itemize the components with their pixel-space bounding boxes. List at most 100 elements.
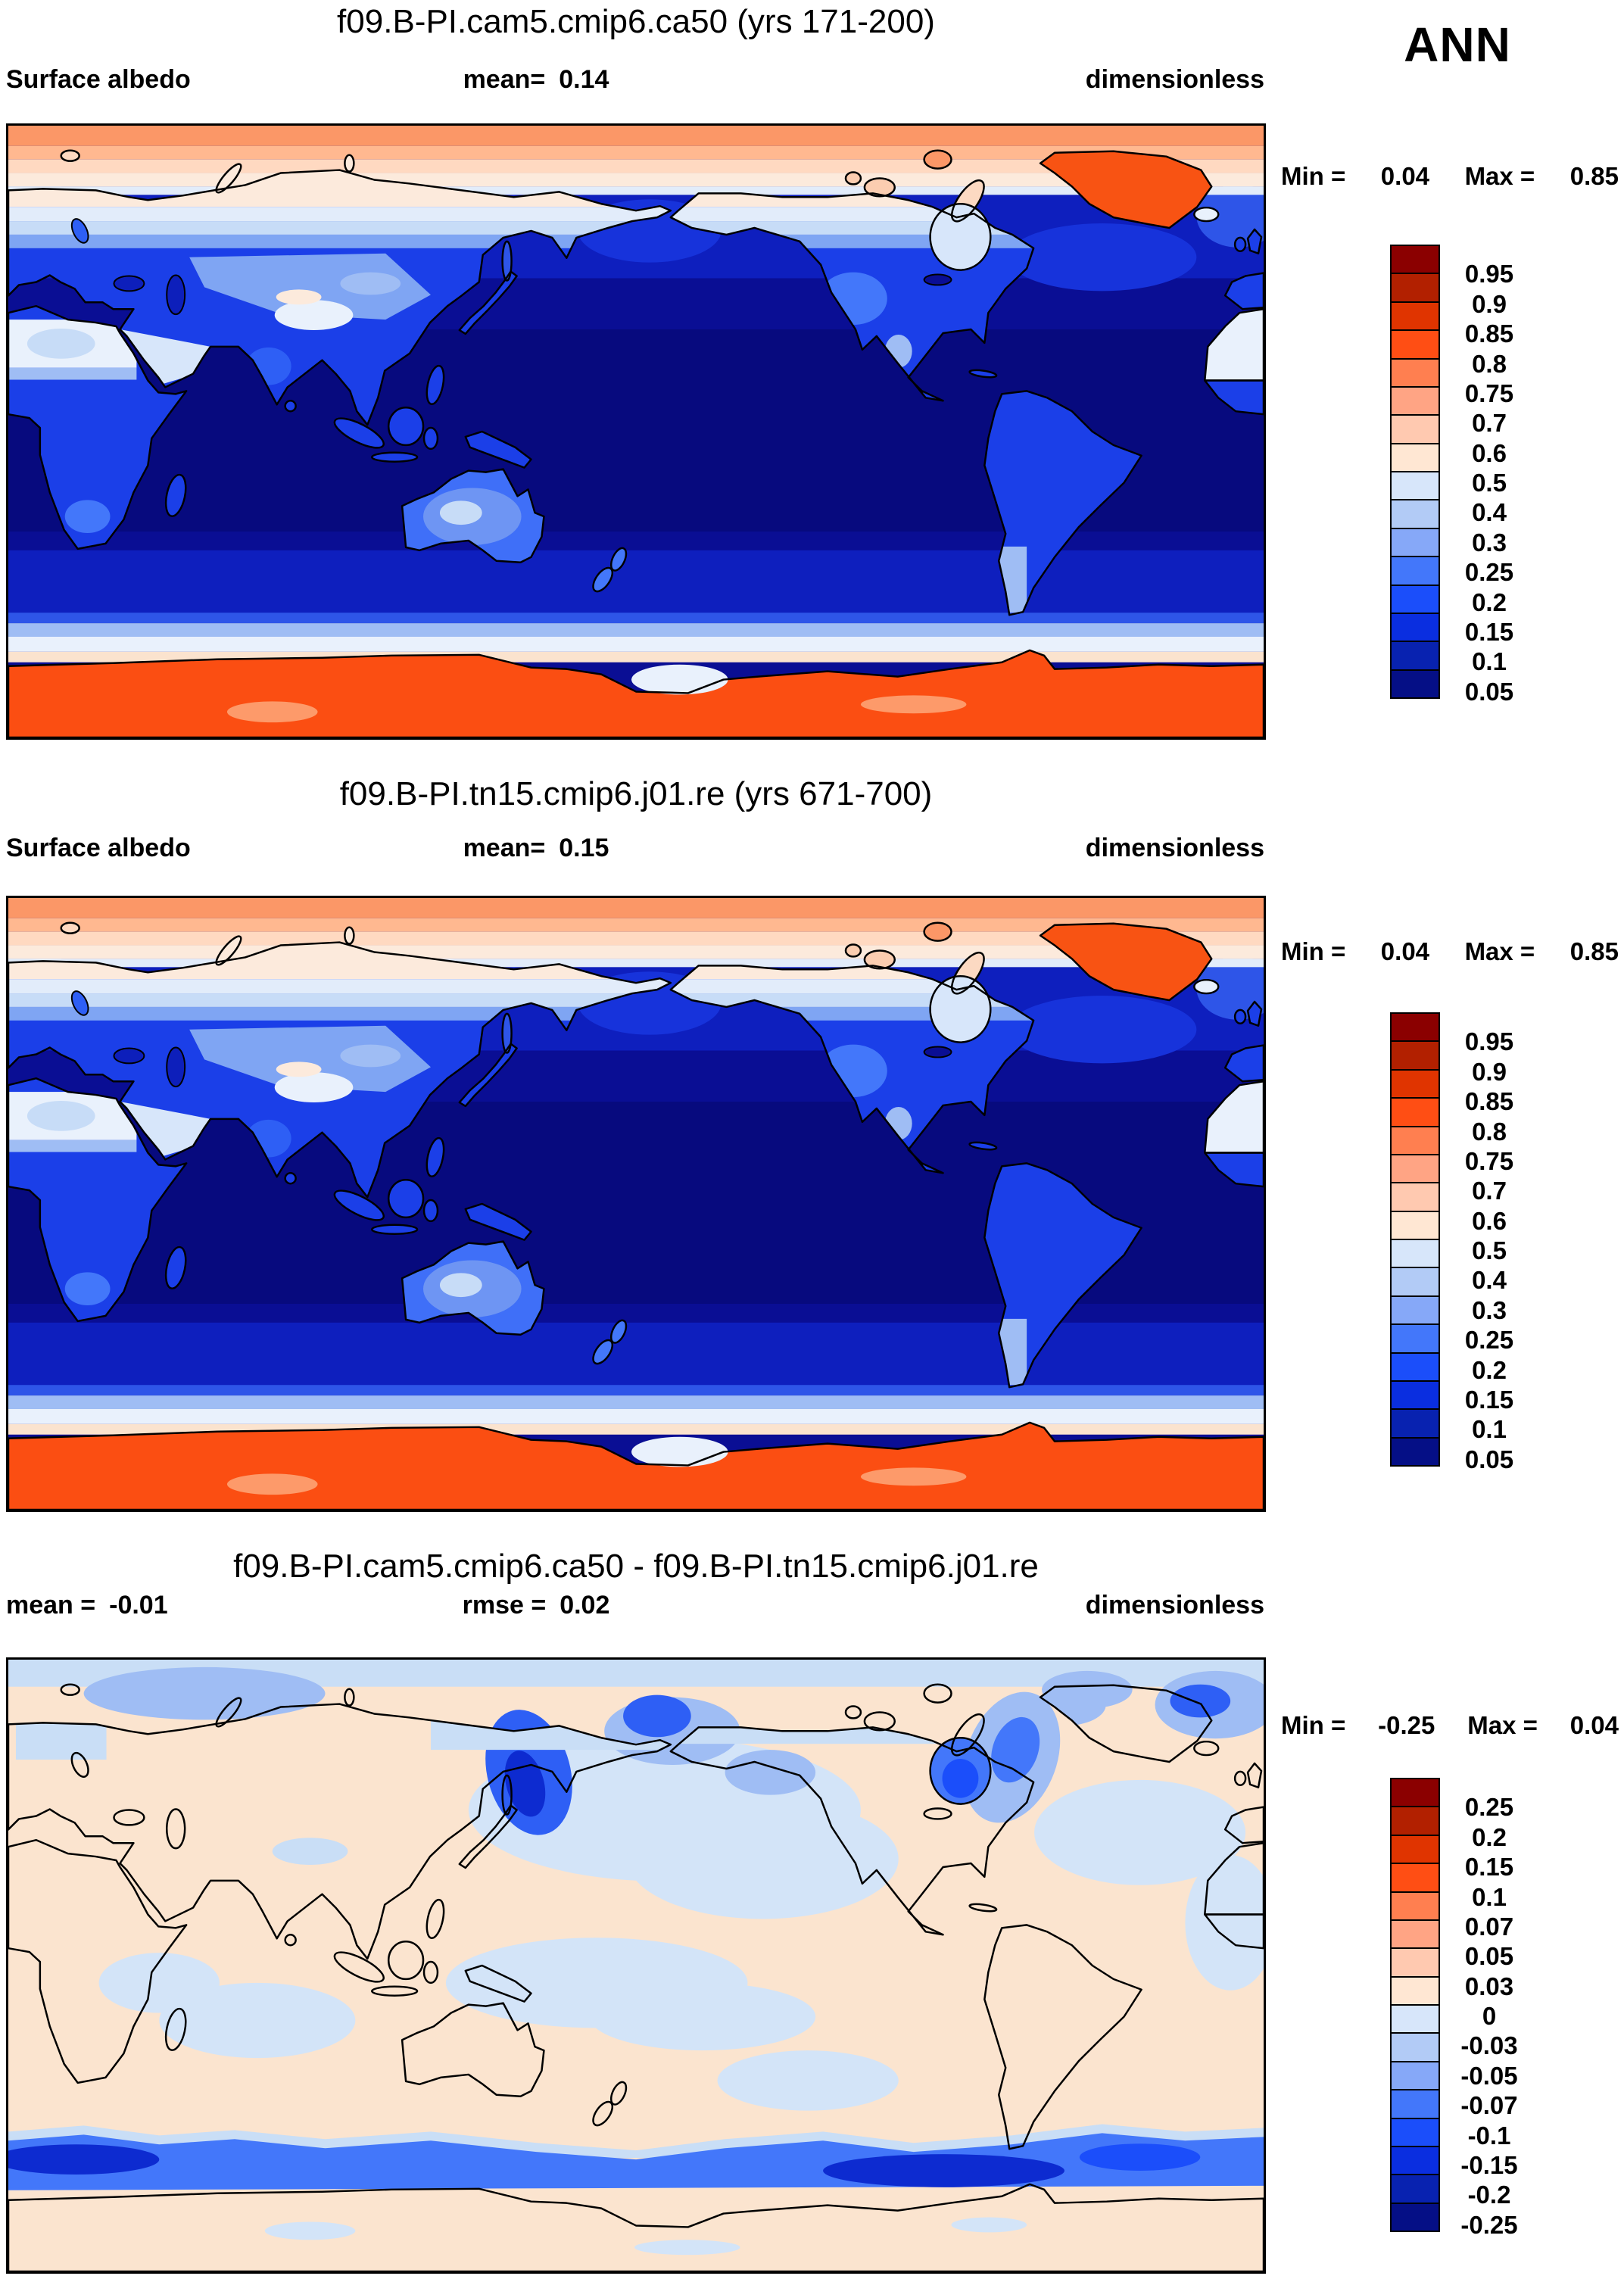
- colorbar-tick-label: -0.25: [1460, 2210, 1518, 2239]
- colorbar-tick-label: 0.2: [1472, 1822, 1507, 1851]
- colorbar-tick-label: 0.95: [1464, 1027, 1514, 1056]
- colorbar-tick-label: 0.7: [1472, 409, 1507, 438]
- panel3-mean: mean = -0.01: [6, 1591, 168, 1620]
- colorbar-tick-label: 0.2: [1472, 588, 1507, 616]
- colorbar-cell: [1390, 1267, 1440, 1297]
- colorbar-cell: [1390, 442, 1440, 472]
- colorbar-tick-label: 0.75: [1464, 379, 1514, 407]
- colorbar-tick-label: -0.03: [1460, 2031, 1518, 2060]
- colorbar-cell: [1390, 385, 1440, 416]
- colorbar-tick-label: 0.07: [1464, 1912, 1514, 1941]
- colorbar-tick-label: -0.07: [1460, 2091, 1518, 2120]
- colorbar-tick-label: 0.15: [1464, 617, 1514, 646]
- colorbar-tick-label: -0.1: [1467, 2121, 1511, 2150]
- panel3-title: f09.B-PI.cam5.cmip6.ca50 - f09.B-PI.tn15…: [233, 1548, 1039, 1585]
- colorbar-cell: [1390, 1068, 1440, 1099]
- panel3-rmse-label: rmse =: [462, 1591, 547, 1620]
- colorbar-cell: [1390, 245, 1440, 275]
- colorbar-tick-label: 0.5: [1472, 469, 1507, 497]
- panel3-rmse: rmse = 0.02: [347, 1591, 725, 1620]
- colorbar-cell: [1390, 1975, 1440, 2006]
- colorbar-cell: [1390, 1239, 1440, 1269]
- panel2-max-label: Max =: [1464, 937, 1535, 965]
- colorbar-cell: [1390, 1436, 1440, 1467]
- colorbar-cell: [1390, 2145, 1440, 2176]
- panel1-minmax: Min = 0.04 Max = 0.85: [1281, 162, 1619, 191]
- colorbar-tick-label: 0.4: [1472, 1266, 1507, 1295]
- colorbar-cell: [1390, 273, 1440, 303]
- colorbar-tick-label: 0.03: [1464, 1972, 1514, 2000]
- panel3-max-value: 0.04: [1569, 1711, 1619, 1739]
- colorbar-tick-label: -0.05: [1460, 2061, 1518, 2090]
- panel2-minmax: Min = 0.04 Max = 0.85: [1281, 937, 1619, 966]
- colorbar-cell: [1390, 2117, 1440, 2147]
- panel2-title: f09.B-PI.tn15.cmip6.j01.re (yrs 671-700): [339, 775, 933, 812]
- colorbar-tick-label: 0.3: [1472, 528, 1507, 556]
- colorbar-tick-label: 0.2: [1472, 1355, 1507, 1384]
- panel2-units-label: dimensionless: [1085, 834, 1264, 862]
- panel2-map-albedo-case2: [6, 896, 1266, 1512]
- panel2-mean-label: mean=: [463, 834, 546, 862]
- colorbar-cell: [1390, 1947, 1440, 1978]
- colorbar-tick-label: 0.5: [1472, 1236, 1507, 1264]
- colorbar-cell: [1390, 1125, 1440, 1155]
- colorbar-cell: [1390, 556, 1440, 586]
- panel2-min-label: Min =: [1281, 937, 1346, 965]
- colorbar-cell: [1390, 1323, 1440, 1354]
- panel2-mean: mean= 0.15: [347, 834, 725, 863]
- colorbar-cell: [1390, 1352, 1440, 1382]
- panel1-mean-label: mean=: [463, 65, 546, 94]
- colorbar-cell: [1390, 1380, 1440, 1411]
- colorbar-tick-label: 0.8: [1472, 349, 1507, 378]
- panel1-units-label: dimensionless: [1085, 65, 1264, 94]
- panel1-min-value: 0.04: [1380, 162, 1430, 190]
- colorbar-tick-label: 0.85: [1464, 320, 1514, 348]
- panel2-label-row: Surface albedo mean= 0.15 dimensionless: [6, 834, 1266, 867]
- panel1-map-albedo-case1: [6, 123, 1266, 740]
- colorbar-tick-label: 0.6: [1472, 438, 1507, 467]
- colorbar-tick-label: 0.25: [1464, 558, 1514, 587]
- colorbar-cell: [1390, 2174, 1440, 2204]
- panel3-min-value: -0.25: [1378, 1711, 1435, 1739]
- colorbar-cell: [1390, 301, 1440, 332]
- panel2-max-value: 0.85: [1569, 937, 1619, 965]
- panel2-variable-label: Surface albedo: [6, 834, 191, 862]
- colorbar-tick-label: 0.85: [1464, 1087, 1514, 1116]
- panel3-min-label: Min =: [1281, 1711, 1346, 1739]
- colorbar-tick-label: 0.3: [1472, 1295, 1507, 1324]
- panel1-max-label: Max =: [1464, 162, 1535, 190]
- colorbar-cell: [1390, 1153, 1440, 1184]
- panel1-variable-label: Surface albedo: [6, 65, 191, 94]
- colorbar-cell: [1390, 499, 1440, 529]
- colorbar-cell: [1390, 2060, 1440, 2091]
- colorbar-tick-label: 0.75: [1464, 1146, 1514, 1175]
- colorbar-cell: [1390, 1182, 1440, 1212]
- panel1-colorbar: 0.95 0.9 0.85 0.8 0.75 0.7 0.6 0.5 0.4 0.3 0.25 0.2…: [1390, 245, 1551, 722]
- panel3-label-row: mean = -0.01 rmse = 0.02 dimensionless: [6, 1591, 1266, 1624]
- colorbar-tick-label: 0.25: [1464, 1326, 1514, 1355]
- panel3-minmax: Min = -0.25 Max = 0.04: [1281, 1711, 1619, 1740]
- season-label: ANN: [1404, 17, 1511, 72]
- panel2-min-value: 0.04: [1380, 937, 1430, 965]
- panel1-min-label: Min =: [1281, 162, 1346, 190]
- colorbar-tick-label: 0.05: [1464, 1942, 1514, 1971]
- panel3-mean-label: mean =: [6, 1591, 96, 1620]
- colorbar-tick-label: 0.4: [1472, 498, 1507, 527]
- colorbar-cell: [1390, 612, 1440, 643]
- colorbar-cell: [1390, 2004, 1440, 2034]
- colorbar-tick-label: 0.9: [1472, 1057, 1507, 1086]
- colorbar-cell: [1390, 1778, 1440, 1808]
- colorbar-cell: [1390, 1919, 1440, 1950]
- colorbar-cell: [1390, 1210, 1440, 1240]
- colorbar-tick-label: 0.8: [1472, 1117, 1507, 1146]
- panel3-colorbar: 0.25 0.2 0.15 0.1 0.07 0.05 0.03 0 -0.03 -0.05 -0.…: [1390, 1778, 1551, 2255]
- colorbar-cell: [1390, 2032, 1440, 2062]
- colorbar-cell: [1390, 584, 1440, 614]
- colorbar-cell: [1390, 1863, 1440, 1893]
- colorbar-cell: [1390, 414, 1440, 444]
- colorbar-cell: [1390, 471, 1440, 501]
- panel3-map-albedo-difference: [6, 1657, 1266, 2274]
- colorbar-cell: [1390, 1891, 1440, 1921]
- colorbar-tick-label: 0.25: [1464, 1793, 1514, 1822]
- panel1-title: f09.B-PI.cam5.cmip6.ca50 (yrs 171-200): [337, 3, 935, 40]
